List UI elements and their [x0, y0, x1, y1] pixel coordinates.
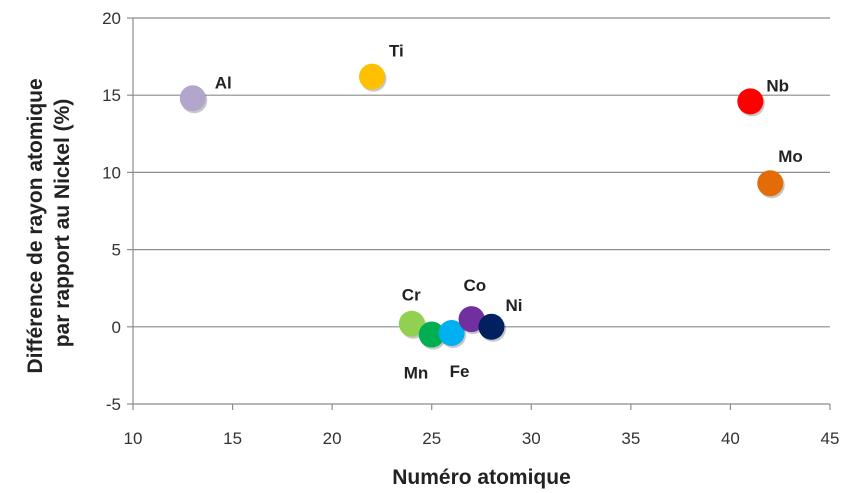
point-label-al: Al [215, 73, 232, 92]
y-tick-label: -5 [106, 395, 121, 414]
y-axis-title-line1: Différence de rayon atomique [24, 78, 47, 373]
x-tick-label: 15 [223, 429, 242, 448]
y-tick-label: 15 [102, 86, 121, 105]
x-tick-label: 35 [621, 429, 640, 448]
x-tick-label: 25 [422, 429, 441, 448]
point-label-cr: Cr [402, 286, 421, 305]
data-point-mo [757, 170, 784, 197]
x-tick-label: 45 [821, 429, 840, 448]
y-axis-ticks: -5 0 5 10 15 20 [102, 9, 133, 414]
data-point-fe [438, 319, 465, 346]
point-label-nb: Nb [766, 76, 789, 95]
data-point-co [458, 306, 485, 333]
y-tick-label: 5 [112, 241, 121, 260]
data-point-al [179, 85, 206, 112]
gridlines [133, 17, 830, 328]
point-label-ni: Ni [505, 296, 522, 315]
y-tick-label: 10 [102, 163, 121, 182]
data-point-ti [358, 63, 385, 90]
x-axis-title: Numéro atomique [392, 466, 571, 489]
data-point-nb [737, 88, 764, 115]
data-points: Al Ti Nb Mo Cr Mn Fe Co Ni [179, 42, 803, 383]
point-label-fe: Fe [450, 362, 470, 381]
y-tick-label: 20 [102, 9, 121, 28]
x-axis-ticks: 10 15 20 25 30 35 40 45 [124, 404, 840, 448]
x-tick-label: 40 [721, 429, 740, 448]
data-point-ni [478, 313, 505, 340]
x-tick-label: 30 [522, 429, 541, 448]
x-tick-label: 20 [323, 429, 342, 448]
y-axis-title: Différence de rayon atomique par rapport… [24, 72, 74, 373]
data-point-mn [418, 321, 445, 348]
point-label-ti: Ti [389, 42, 404, 61]
y-tick-label: 0 [112, 318, 121, 337]
x-tick-label: 10 [124, 429, 143, 448]
point-label-mn: Mn [404, 364, 429, 383]
y-axis-title-line2: par rapport au Nickel (%) [51, 99, 74, 348]
point-label-mo: Mo [778, 147, 803, 166]
point-label-co: Co [464, 276, 487, 295]
data-point-cr [398, 310, 425, 337]
